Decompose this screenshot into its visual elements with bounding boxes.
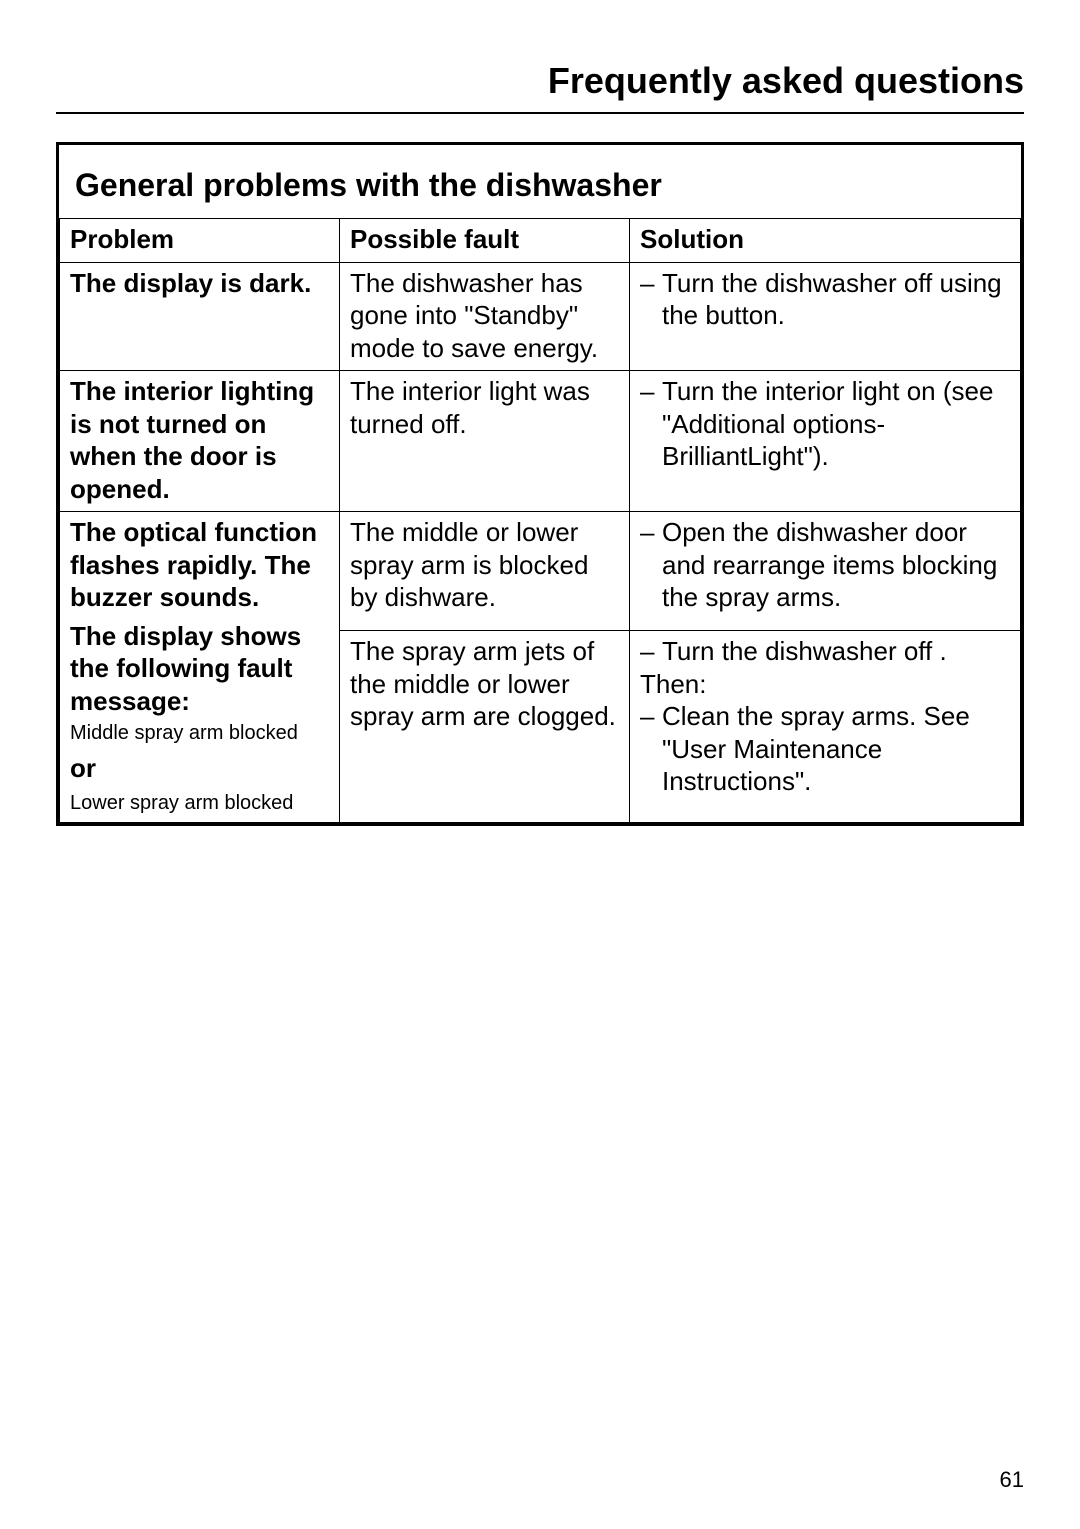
dash-icon: – xyxy=(640,635,662,668)
section-frame: General problems with the dishwasher Pro… xyxy=(56,142,1024,826)
solution-text: Clean the spray arms. See "User Maintena… xyxy=(662,700,1010,798)
solution-line: – Open the dishwasher door and rearrange… xyxy=(640,516,1010,614)
solution-cell: – Turn the dishwasher off using the butt… xyxy=(630,262,1021,371)
table-row: The interior lighting is not turned on w… xyxy=(60,371,1021,512)
fault-cell: The dishwasher has gone into "Standby" m… xyxy=(340,262,630,371)
section-title: General problems with the dishwasher xyxy=(59,167,1021,218)
dash-icon: – xyxy=(640,267,662,332)
solution-cell: – Turn the dishwasher off . Then: – Clea… xyxy=(630,631,1021,822)
problem-cell: The interior lighting is not turned on w… xyxy=(60,371,340,512)
problem-cell: The optical function flashes rapidly. Th… xyxy=(60,512,340,823)
solution-cell: – Turn the interior light on (see "Addit… xyxy=(630,371,1021,512)
dash-icon: – xyxy=(640,516,662,614)
faq-table: Problem Possible fault Solution The disp… xyxy=(59,218,1021,823)
solution-cell: – Open the dishwasher door and rearrange… xyxy=(630,512,1021,631)
solution-text: Turn the dishwasher off . xyxy=(662,635,1010,668)
title-rule xyxy=(56,112,1024,114)
problem-text: The display is dark. xyxy=(70,268,311,298)
solution-line: – Clean the spray arms. See "User Mainte… xyxy=(640,700,1010,798)
solution-text: Turn the interior light on (see "Additio… xyxy=(662,375,1010,473)
col-fault: Possible fault xyxy=(340,219,630,263)
page-number: 61 xyxy=(1000,1467,1024,1493)
fault-cell: The interior light was turned off. xyxy=(340,371,630,512)
problem-small-1: Middle spray arm blocked xyxy=(70,721,329,746)
solution-text: Open the dishwasher door and rearrange i… xyxy=(662,516,1010,614)
col-solution: Solution xyxy=(630,219,1021,263)
page: Frequently asked questions General probl… xyxy=(0,0,1080,1529)
solution-text: Turn the dishwasher off using the button… xyxy=(662,267,1010,332)
solution-line: – Turn the dishwasher off using the butt… xyxy=(640,267,1010,332)
problem-small-2: Lower spray arm blocked xyxy=(70,791,329,816)
fault-cell: The spray arm jets of the middle or lowe… xyxy=(340,631,630,822)
problem-cell: The display is dark. xyxy=(60,262,340,371)
dash-icon: – xyxy=(640,700,662,798)
fault-cell: The middle or lower spray arm is blocked… xyxy=(340,512,630,631)
table-row: The optical function flashes rapidly. Th… xyxy=(60,512,1021,631)
dash-icon: – xyxy=(640,375,662,473)
table-row: The display is dark. The dishwasher has … xyxy=(60,262,1021,371)
table-header-row: Problem Possible fault Solution xyxy=(60,219,1021,263)
page-title: Frequently asked questions xyxy=(56,60,1024,102)
problem-text: The interior lighting is not turned on w… xyxy=(70,376,314,504)
solution-line: – Turn the dishwasher off . xyxy=(640,635,1010,668)
solution-line: – Turn the interior light on (see "Addit… xyxy=(640,375,1010,473)
problem-text: The optical function flashes rapidly. Th… xyxy=(70,516,329,614)
solution-then: Then: xyxy=(640,668,1010,701)
problem-or: or xyxy=(70,752,329,785)
col-problem: Problem xyxy=(60,219,340,263)
problem-text-2: The display shows the following fault me… xyxy=(70,620,329,718)
